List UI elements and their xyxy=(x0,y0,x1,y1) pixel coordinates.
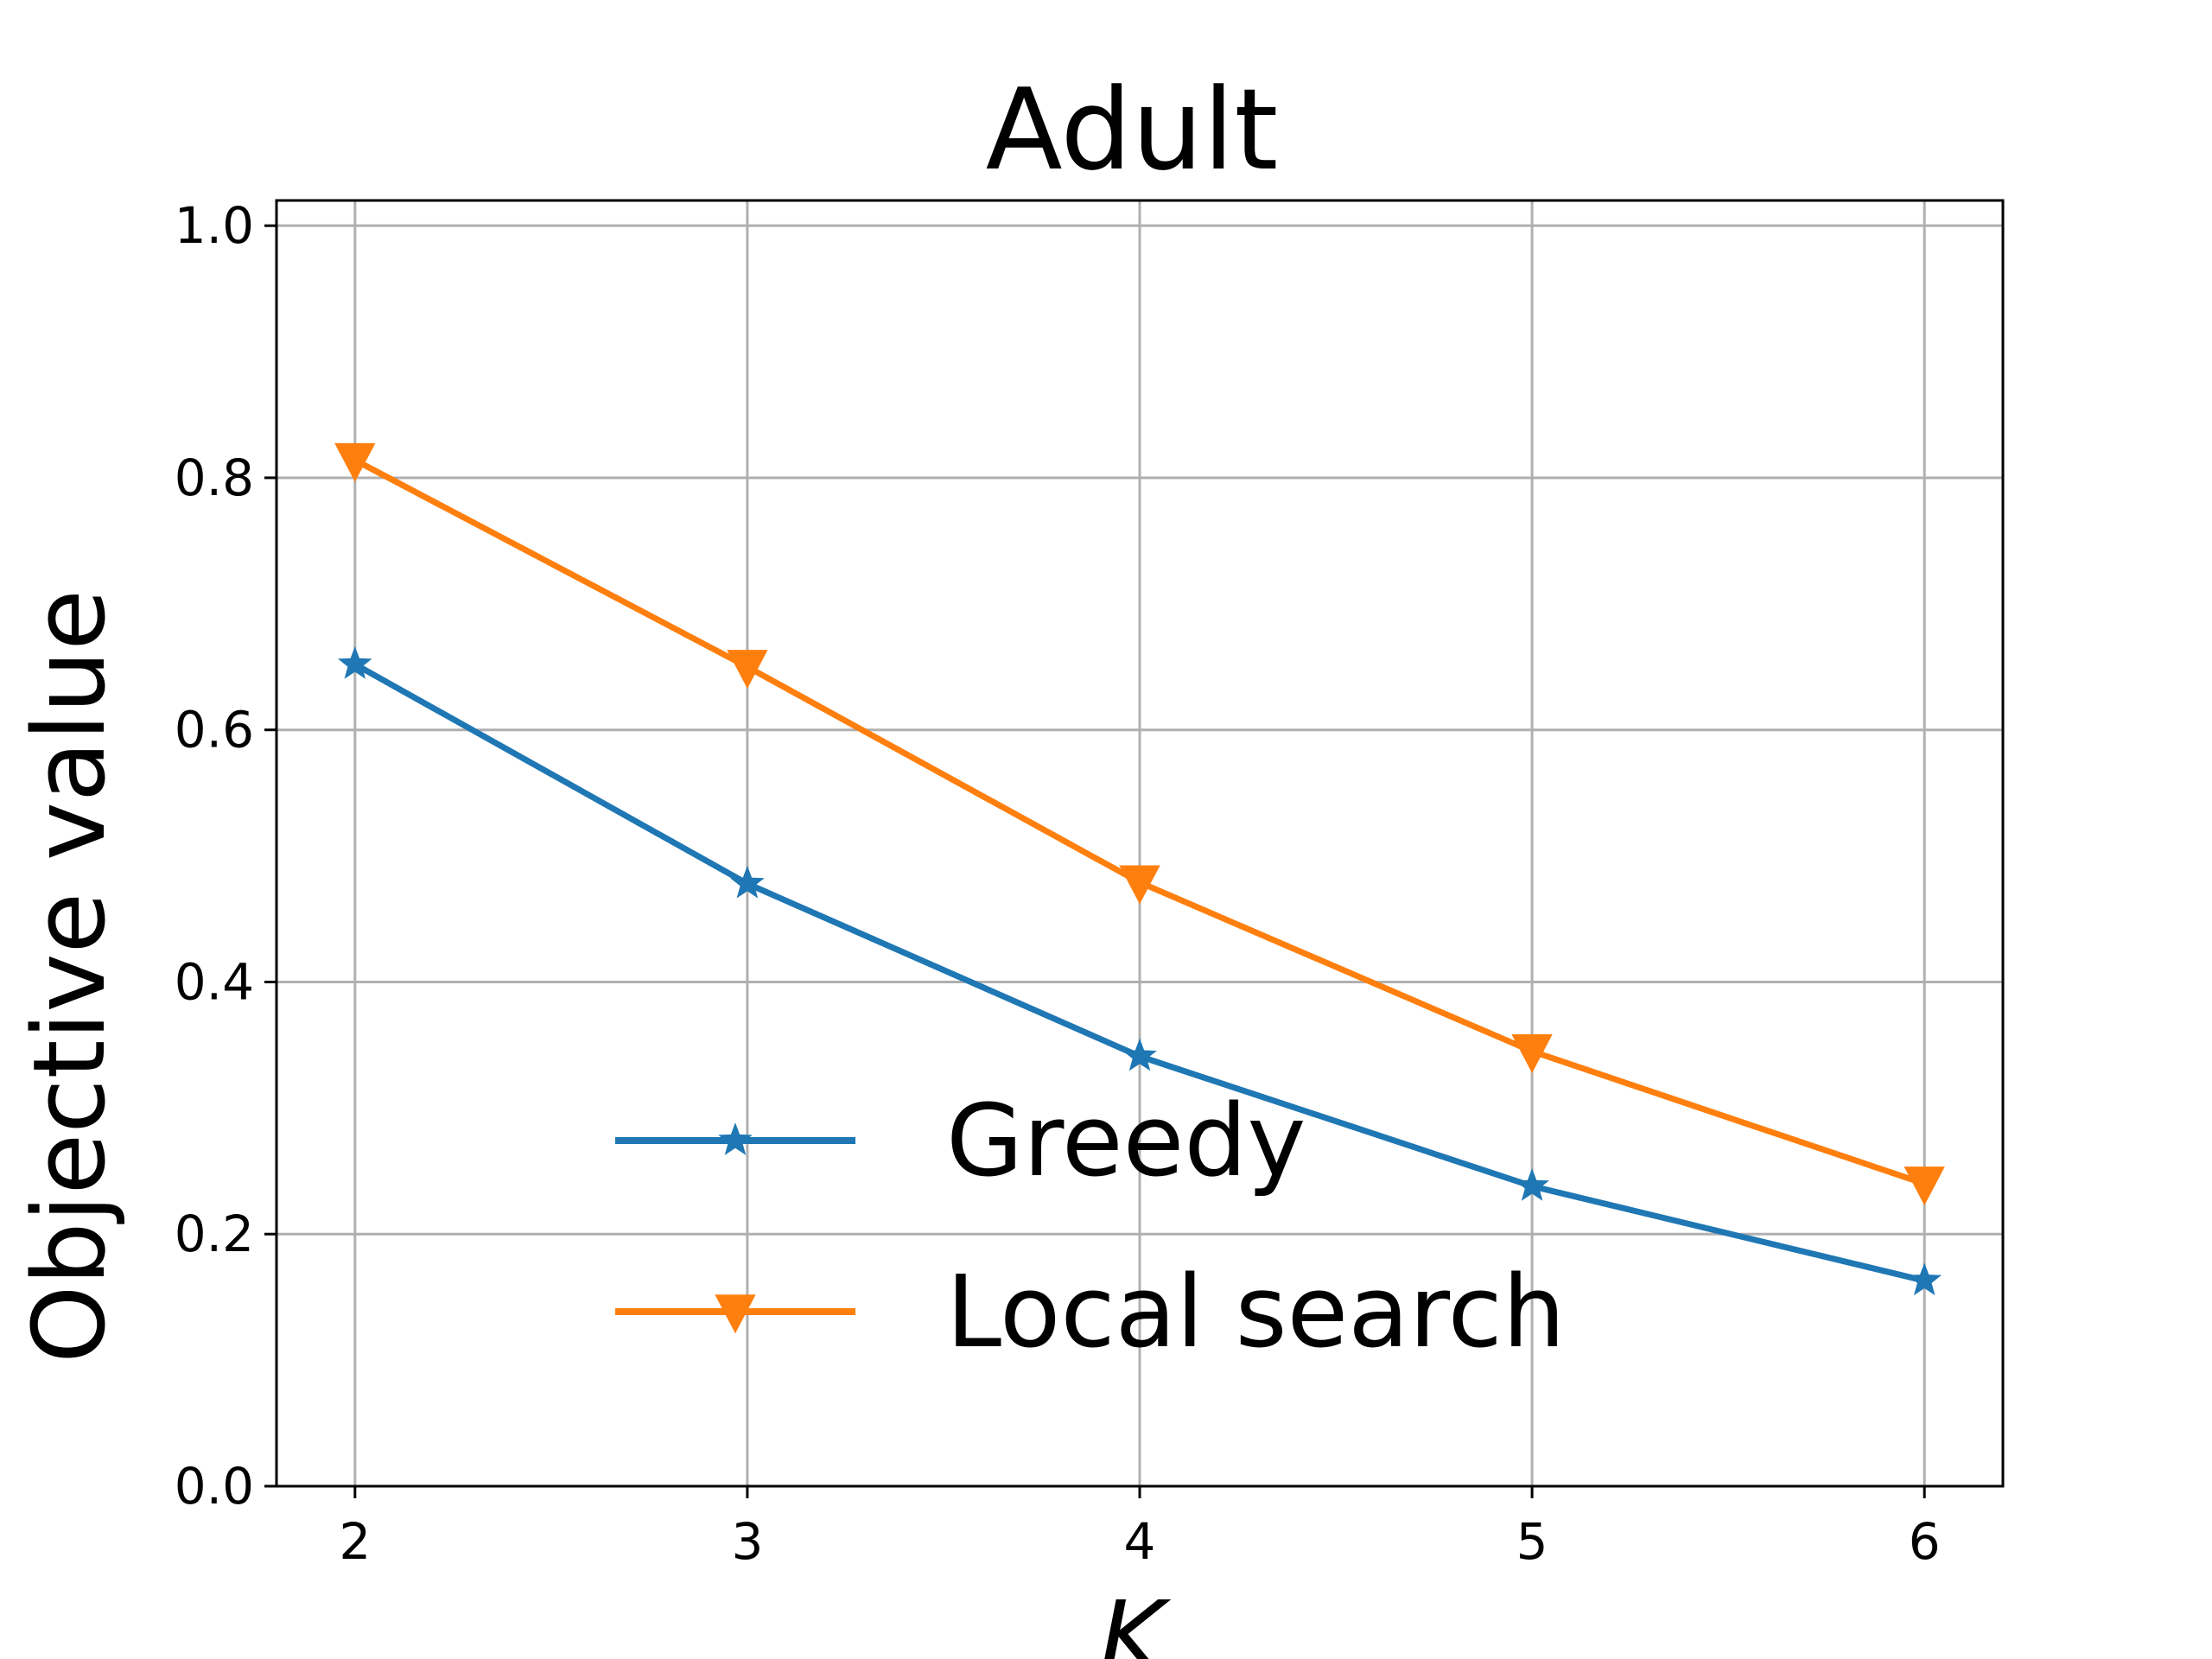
x-tick-label: 5 xyxy=(1516,1512,1548,1571)
legend-label: Greedy xyxy=(946,1084,1306,1199)
y-tick-label: 0.6 xyxy=(175,701,254,760)
plot-frame xyxy=(275,199,2005,1488)
chart-title: Adult xyxy=(986,64,1279,195)
legend-marker xyxy=(718,1122,753,1155)
data-point xyxy=(727,650,768,690)
y-tick-label: 1.0 xyxy=(175,196,254,255)
data-point xyxy=(730,865,765,899)
y-tick-label: 0.2 xyxy=(175,1205,254,1263)
data-point xyxy=(1907,1262,1942,1296)
series-0 xyxy=(338,645,1942,1296)
data-point xyxy=(1515,1167,1549,1201)
axes: 2 3 4 5 6 0.0 0.2 0.4 0.6 0.8 1.0 xyxy=(175,196,2005,1571)
legend-marker xyxy=(715,1294,756,1334)
data-point xyxy=(338,645,372,679)
y-tick-label: 0.0 xyxy=(175,1457,254,1516)
y-tick-label: 0.4 xyxy=(175,952,254,1011)
legend-label: Local search xyxy=(946,1255,1566,1370)
data-point xyxy=(1904,1166,1945,1206)
x-axis-label: K xyxy=(1099,1580,1172,1659)
x-tick-label: 4 xyxy=(1124,1512,1156,1571)
data-point xyxy=(1511,1034,1553,1073)
y-tick-label: 0.8 xyxy=(175,448,254,507)
x-tick-label: 2 xyxy=(339,1512,371,1571)
y-axis-label: Objective value xyxy=(12,589,128,1363)
data-point xyxy=(1122,1038,1157,1071)
legend-item: Local search xyxy=(615,1255,1566,1370)
legend: Greedy Local search xyxy=(615,1084,1566,1370)
series-layer xyxy=(334,442,1945,1296)
data-point xyxy=(334,442,376,482)
series-1 xyxy=(334,442,1945,1206)
legend-item: Greedy xyxy=(615,1084,1306,1199)
x-tick-label: 6 xyxy=(1909,1512,1941,1571)
x-tick-label: 3 xyxy=(731,1512,763,1571)
data-point xyxy=(1119,865,1160,905)
